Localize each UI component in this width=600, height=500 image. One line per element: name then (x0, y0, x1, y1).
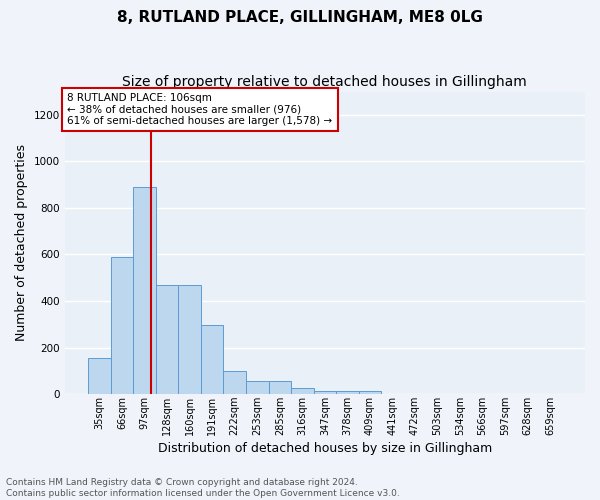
Bar (314, 390, 336, 394)
X-axis label: Distribution of detached houses by size in Gillingham: Distribution of detached houses by size … (158, 442, 492, 455)
Y-axis label: Number of detached properties: Number of detached properties (15, 144, 28, 342)
Bar (88, 358, 111, 394)
Text: Contains HM Land Registry data © Crown copyright and database right 2024.
Contai: Contains HM Land Registry data © Crown c… (6, 478, 400, 498)
Bar (359, 392, 381, 394)
Bar (111, 257, 133, 394)
Bar (178, 285, 201, 394)
Bar (291, 388, 314, 394)
Text: 8 RUTLAND PLACE: 106sqm
← 38% of detached houses are smaller (976)
61% of semi-d: 8 RUTLAND PLACE: 106sqm ← 38% of detache… (67, 93, 332, 126)
Bar (156, 285, 178, 394)
Bar (223, 371, 246, 394)
Title: Size of property relative to detached houses in Gillingham: Size of property relative to detached ho… (122, 75, 527, 89)
Bar (269, 380, 291, 394)
Bar (133, 187, 156, 394)
Bar (336, 390, 359, 394)
Bar (201, 326, 223, 394)
Bar (246, 380, 269, 394)
Text: 8, RUTLAND PLACE, GILLINGHAM, ME8 0LG: 8, RUTLAND PLACE, GILLINGHAM, ME8 0LG (117, 10, 483, 25)
